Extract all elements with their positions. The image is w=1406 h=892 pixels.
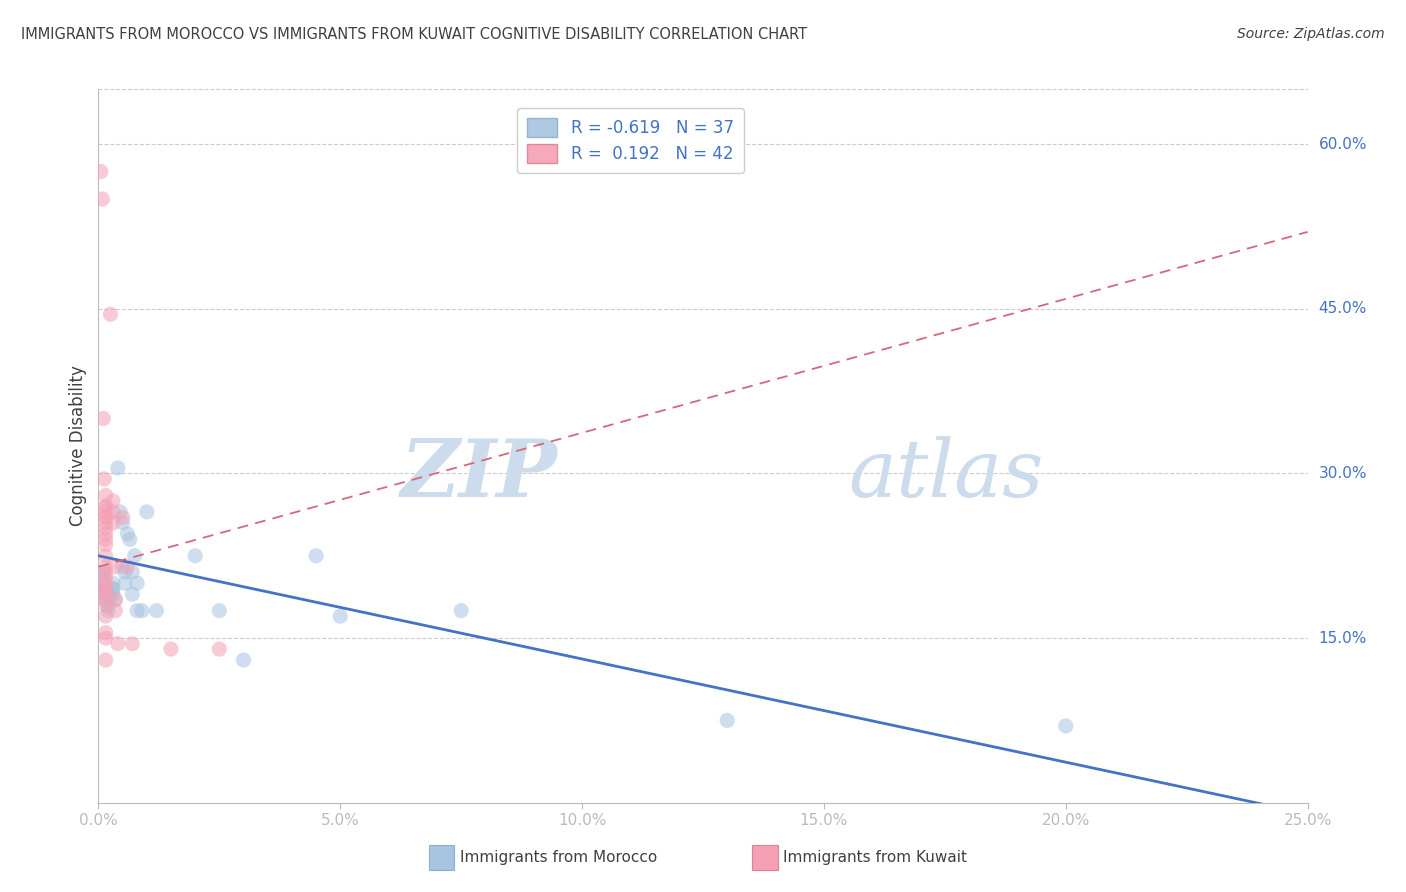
Point [101,582,124,596]
Point [94,500,117,514]
Text: atlas: atlas [848,436,1043,513]
Point [127,576,149,591]
Point [94,576,117,591]
Point [91,192,114,206]
Point [94,582,117,596]
Point [232,653,254,667]
Point [131,604,153,618]
Point [94,592,117,607]
Point [94,587,117,601]
Point [117,559,139,574]
Point [1054,719,1077,733]
Point [104,559,127,574]
Point [94,582,117,596]
Point [94,526,117,541]
Point [111,516,134,530]
Text: ZIP: ZIP [401,436,558,513]
Point [114,566,136,580]
Y-axis label: Cognitive Disability: Cognitive Disability [69,366,87,526]
Point [101,516,124,530]
Point [94,521,117,535]
Point [107,461,129,475]
Point [94,533,117,547]
Point [124,549,146,563]
Point [114,576,136,591]
Point [94,500,117,514]
Point [94,510,117,524]
Point [94,488,117,502]
Text: Immigrants from Kuwait: Immigrants from Kuwait [783,850,967,864]
Point [97,587,120,601]
Point [94,582,117,596]
Point [91,582,114,596]
Point [91,566,114,580]
Point [329,609,352,624]
Point [160,642,183,657]
Point [121,566,143,580]
Point [94,538,117,552]
Text: Source: ZipAtlas.com: Source: ZipAtlas.com [1237,27,1385,41]
Text: 30.0%: 30.0% [1319,466,1367,481]
Point [91,411,114,425]
Text: Immigrants from Morocco: Immigrants from Morocco [460,850,657,864]
Text: IMMIGRANTS FROM MOROCCO VS IMMIGRANTS FROM KUWAIT COGNITIVE DISABILITY CORRELATI: IMMIGRANTS FROM MOROCCO VS IMMIGRANTS FR… [21,27,807,42]
Point [94,571,117,585]
Text: 60.0%: 60.0% [1319,136,1367,152]
Point [145,604,167,618]
Point [94,653,117,667]
Point [107,637,129,651]
Point [94,582,117,596]
Point [94,559,117,574]
Point [117,526,139,541]
Point [94,566,117,580]
Point [101,582,124,596]
Text: 15.0%: 15.0% [1319,631,1367,646]
Point [111,559,134,574]
Point [94,576,117,591]
Point [184,549,207,563]
Point [111,510,134,524]
Point [101,587,124,601]
Point [97,598,120,612]
Point [208,642,231,657]
Point [118,533,141,547]
Point [94,609,117,624]
Point [97,604,120,618]
Point [135,505,157,519]
Point [208,604,231,618]
Point [94,625,117,640]
Point [101,494,124,508]
Point [97,592,120,607]
Point [104,604,127,618]
Point [121,587,143,601]
Point [91,571,114,585]
Point [94,598,117,612]
Point [91,566,114,580]
Text: 45.0%: 45.0% [1319,301,1367,317]
Point [90,164,112,178]
Legend: R = -0.619   N = 37, R =  0.192   N = 42: R = -0.619 N = 37, R = 0.192 N = 42 [517,108,744,173]
Point [94,587,117,601]
Point [101,505,124,519]
Point [101,576,124,591]
Point [93,472,115,486]
Point [127,604,149,618]
Point [94,510,117,524]
Point [94,505,117,519]
Point [94,549,117,563]
Point [121,637,143,651]
Point [94,631,117,645]
Point [104,592,127,607]
Point [108,505,131,519]
Point [94,592,117,607]
Point [94,516,117,530]
Point [305,549,328,563]
Point [716,714,738,728]
Point [450,604,472,618]
Point [104,592,127,607]
Point [100,307,122,321]
